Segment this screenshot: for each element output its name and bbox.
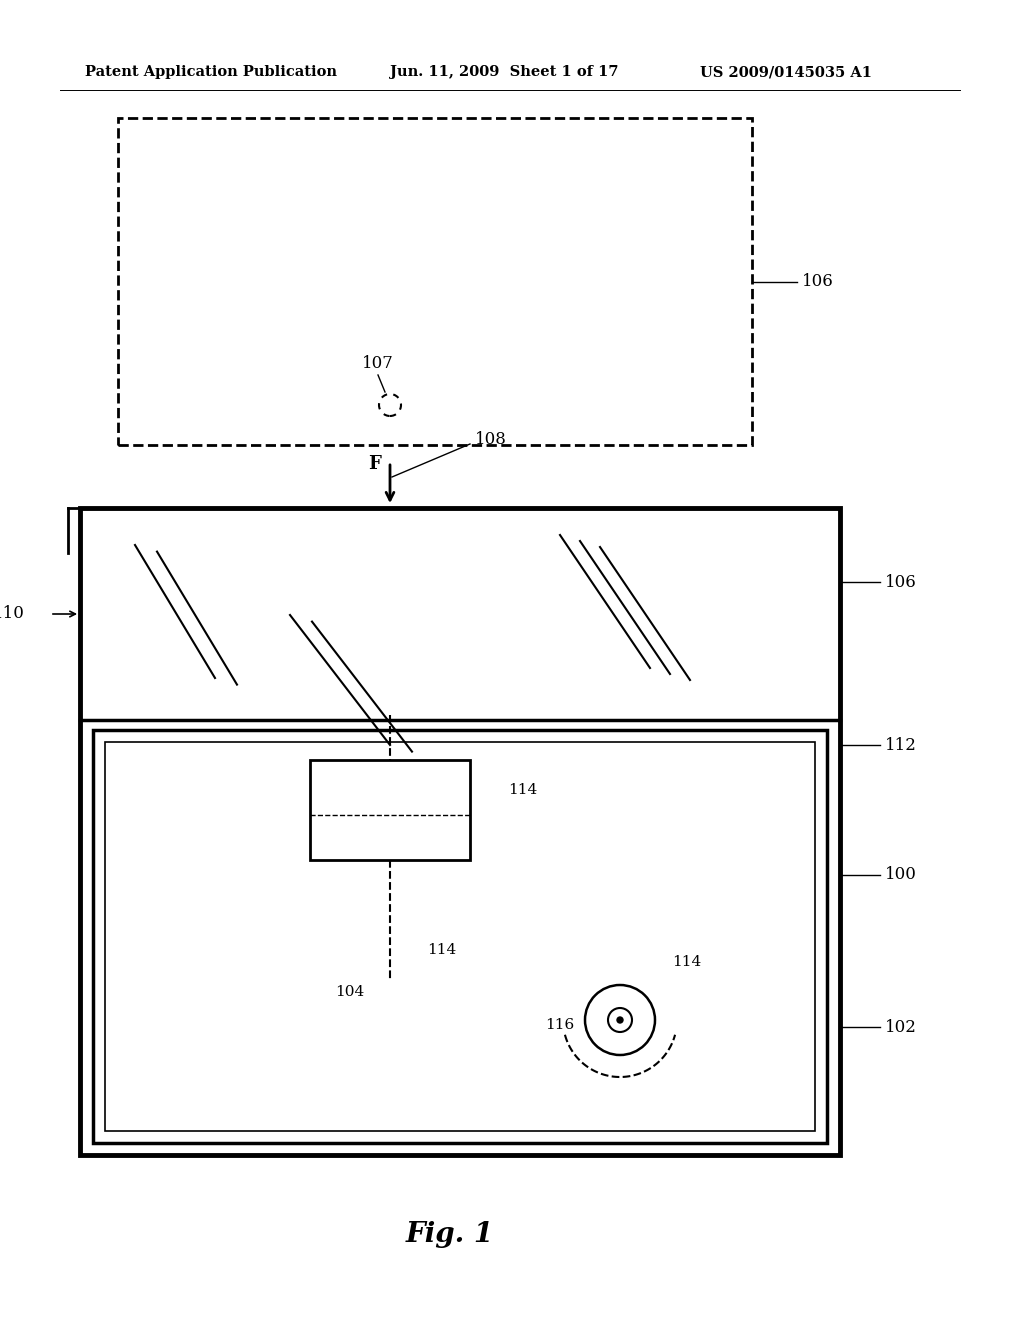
- Text: Patent Application Publication: Patent Application Publication: [85, 65, 337, 79]
- Bar: [118, 117, 752, 445]
- Text: 110: 110: [0, 606, 25, 623]
- Text: 107: 107: [362, 355, 394, 371]
- Text: 112: 112: [885, 737, 916, 754]
- Text: 104: 104: [335, 985, 365, 999]
- Text: US 2009/0145035 A1: US 2009/0145035 A1: [700, 65, 872, 79]
- Text: 100: 100: [885, 866, 916, 883]
- Circle shape: [585, 985, 655, 1055]
- Text: 106: 106: [802, 273, 834, 290]
- Text: 114: 114: [508, 783, 538, 797]
- Bar: [310, 760, 470, 861]
- Text: Fig. 1: Fig. 1: [406, 1221, 494, 1249]
- Text: 114: 114: [672, 954, 701, 969]
- Bar: [80, 508, 840, 1155]
- Text: 108: 108: [475, 432, 507, 449]
- Text: 102: 102: [885, 1019, 916, 1036]
- Text: 116: 116: [545, 1018, 574, 1032]
- Text: 114: 114: [427, 942, 457, 957]
- Bar: [93, 730, 827, 1143]
- Text: Jun. 11, 2009  Sheet 1 of 17: Jun. 11, 2009 Sheet 1 of 17: [390, 65, 618, 79]
- Text: F: F: [368, 455, 381, 473]
- Text: 106: 106: [885, 574, 916, 591]
- Circle shape: [608, 1008, 632, 1032]
- Bar: [105, 742, 815, 1131]
- Circle shape: [617, 1016, 623, 1023]
